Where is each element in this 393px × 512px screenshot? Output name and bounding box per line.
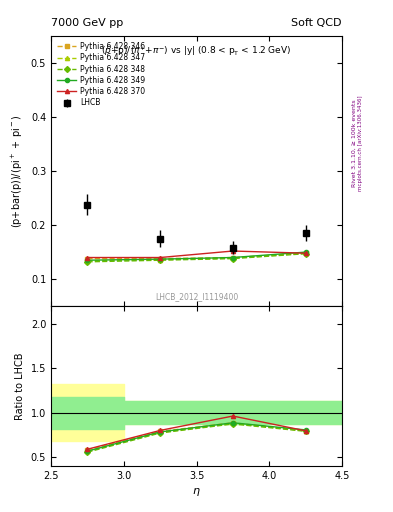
Text: Rivet 3.1.10, ≥ 100k events: Rivet 3.1.10, ≥ 100k events <box>352 99 357 187</box>
Pythia 6.428 370 <box>85 254 90 261</box>
Pythia 6.428 347 <box>231 255 235 261</box>
Pythia 6.428 348 <box>85 259 90 265</box>
Pythia 6.428 347 <box>158 257 163 263</box>
Line: Pythia 6.428 370: Pythia 6.428 370 <box>85 249 308 260</box>
Line: Pythia 6.428 348: Pythia 6.428 348 <box>85 251 308 264</box>
Pythia 6.428 346 <box>303 250 308 257</box>
Pythia 6.428 348 <box>231 255 235 262</box>
Pythia 6.428 349 <box>303 249 308 255</box>
Pythia 6.428 349 <box>231 254 235 261</box>
Legend: Pythia 6.428 346, Pythia 6.428 347, Pythia 6.428 348, Pythia 6.428 349, Pythia 6: Pythia 6.428 346, Pythia 6.428 347, Pyth… <box>55 39 147 110</box>
Y-axis label: (p+bar(p))/(pi$^+$ + pi$^-$): (p+bar(p))/(pi$^+$ + pi$^-$) <box>10 114 25 228</box>
Text: 7000 GeV pp: 7000 GeV pp <box>51 18 123 28</box>
Pythia 6.428 346 <box>158 255 163 262</box>
Y-axis label: Ratio to LHCB: Ratio to LHCB <box>15 352 25 420</box>
Pythia 6.428 347 <box>85 258 90 264</box>
Text: LHCB_2012_I1119400: LHCB_2012_I1119400 <box>155 292 238 301</box>
Pythia 6.428 348 <box>303 251 308 257</box>
Pythia 6.428 349 <box>85 257 90 263</box>
Line: Pythia 6.428 347: Pythia 6.428 347 <box>85 251 308 263</box>
X-axis label: $\eta$: $\eta$ <box>192 486 201 498</box>
Text: Soft QCD: Soft QCD <box>292 18 342 28</box>
Pythia 6.428 349 <box>158 256 163 262</box>
Pythia 6.428 348 <box>158 257 163 263</box>
Pythia 6.428 347 <box>303 250 308 257</box>
Text: $(\bar{p}$+p)/($\pi^{+}$+$\pi^{-}$) vs |y| (0.8 < p$_\mathrm{T}$ < 1.2 GeV): $(\bar{p}$+p)/($\pi^{+}$+$\pi^{-}$) vs |… <box>101 44 292 58</box>
Text: mcplots.cern.ch [arXiv:1306.3436]: mcplots.cern.ch [arXiv:1306.3436] <box>358 96 363 191</box>
Pythia 6.428 346 <box>231 254 235 261</box>
Line: Pythia 6.428 349: Pythia 6.428 349 <box>85 250 308 262</box>
Pythia 6.428 346 <box>85 255 90 262</box>
Line: Pythia 6.428 346: Pythia 6.428 346 <box>85 251 308 261</box>
Pythia 6.428 370 <box>231 248 235 254</box>
Pythia 6.428 370 <box>303 250 308 257</box>
Pythia 6.428 370 <box>158 254 163 261</box>
